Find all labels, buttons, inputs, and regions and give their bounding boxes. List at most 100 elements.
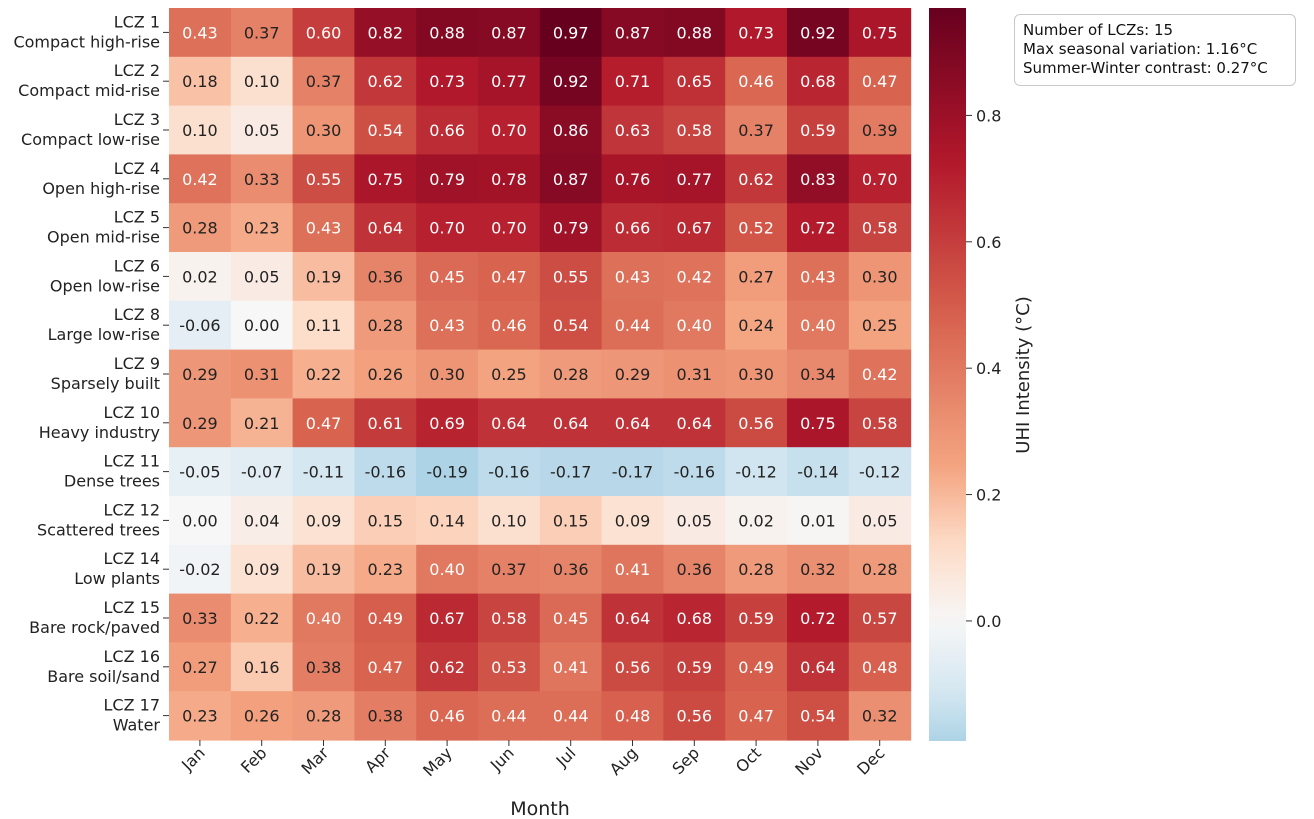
cell-value-label: -0.05 bbox=[179, 463, 220, 482]
heatmap-cell bbox=[725, 447, 788, 497]
heatmap-cell bbox=[539, 496, 603, 546]
heatmap-cell bbox=[292, 447, 355, 497]
cell-value-label: 0.56 bbox=[676, 707, 712, 726]
y-tick-label-zone: LCZ 8 bbox=[114, 305, 160, 324]
y-tick-label-name: Open high-rise bbox=[42, 179, 160, 198]
annotation-summer-winter-contrast: Summer-Winter contrast: 0.27°C bbox=[1023, 59, 1268, 77]
cell-value-label: 0.30 bbox=[306, 121, 342, 140]
cell-value-label: 0.79 bbox=[553, 219, 589, 238]
y-tick-label-zone: LCZ 1 bbox=[114, 12, 160, 31]
cell-value-label: 0.56 bbox=[738, 414, 774, 433]
heatmap-cell bbox=[230, 300, 294, 351]
heatmap-cell bbox=[478, 642, 541, 692]
heatmap-cell bbox=[539, 252, 603, 302]
heatmap-cell bbox=[848, 105, 912, 155]
heatmap-cell bbox=[478, 593, 541, 643]
cell-value-label: 0.28 bbox=[367, 316, 403, 335]
heatmap-cell bbox=[601, 642, 664, 692]
cell-value-label: 0.21 bbox=[244, 414, 280, 433]
cell-value-label: 0.23 bbox=[244, 219, 280, 238]
heatmap-cell bbox=[601, 203, 664, 253]
heatmap-cell bbox=[787, 105, 850, 155]
cell-value-label: 0.43 bbox=[182, 23, 218, 42]
cell-value-label: -0.19 bbox=[426, 463, 467, 482]
cell-value-label: 0.86 bbox=[553, 121, 589, 140]
heatmap-cell bbox=[663, 496, 726, 546]
cell-value-label: 0.33 bbox=[182, 609, 218, 628]
cell-value-label: 0.59 bbox=[738, 609, 774, 628]
heatmap-cell bbox=[478, 447, 541, 497]
heatmap-cell bbox=[787, 8, 850, 58]
cell-value-label: 0.46 bbox=[491, 316, 527, 335]
heatmap-cell bbox=[230, 544, 294, 595]
x-tick-label: May bbox=[419, 743, 456, 780]
cell-value-label: 0.56 bbox=[615, 658, 651, 677]
cell-value-label: 0.28 bbox=[862, 560, 898, 579]
cell-value-label: 0.22 bbox=[306, 365, 342, 384]
heatmap-cell bbox=[539, 447, 603, 497]
cell-value-label: 0.88 bbox=[429, 23, 465, 42]
heatmap-cell bbox=[601, 252, 664, 302]
cell-value-label: 0.02 bbox=[182, 267, 218, 286]
cell-value-label: 0.14 bbox=[429, 511, 465, 530]
cell-value-label: 0.78 bbox=[491, 170, 527, 189]
heatmap-cell bbox=[725, 300, 788, 351]
heatmap-cell bbox=[230, 56, 294, 107]
heatmap-cell bbox=[230, 398, 294, 448]
heatmap-cell bbox=[601, 8, 664, 58]
cell-value-label: 0.02 bbox=[738, 511, 774, 530]
cell-value-label: 0.39 bbox=[862, 121, 898, 140]
heatmap-cell bbox=[663, 252, 726, 302]
heatmap-cell bbox=[787, 691, 850, 741]
cell-value-label: -0.16 bbox=[488, 463, 529, 482]
cell-value-label: 0.64 bbox=[615, 414, 651, 433]
heatmap-cell bbox=[539, 56, 603, 107]
heatmap-cell bbox=[787, 593, 850, 643]
cell-value-label: 0.58 bbox=[862, 219, 898, 238]
heatmap-cell bbox=[230, 349, 294, 399]
cell-value-label: 0.69 bbox=[429, 414, 465, 433]
heatmap-cell bbox=[416, 496, 479, 546]
cell-value-label: 0.36 bbox=[367, 267, 403, 286]
heatmap-cell bbox=[478, 105, 541, 155]
heatmap-cell bbox=[230, 496, 294, 546]
y-tick-label-zone: LCZ 11 bbox=[104, 452, 161, 471]
cell-value-label: 0.29 bbox=[615, 365, 651, 384]
cell-value-label: 0.18 bbox=[182, 72, 218, 91]
heatmap-cell bbox=[848, 56, 912, 107]
y-tick-label-name: Heavy industry bbox=[39, 423, 160, 442]
cell-value-label: 0.52 bbox=[738, 219, 774, 238]
cell-value-label: 0.43 bbox=[306, 219, 342, 238]
cell-value-label: 0.26 bbox=[244, 707, 280, 726]
cell-value-label: 0.37 bbox=[306, 72, 342, 91]
heatmap-cell bbox=[848, 8, 912, 58]
heatmap-cell bbox=[230, 154, 294, 204]
cell-value-label: 0.54 bbox=[553, 316, 589, 335]
heatmap-cell bbox=[725, 349, 788, 399]
heatmap-cell bbox=[292, 691, 355, 741]
heatmap-cell bbox=[539, 642, 603, 692]
x-axis-label: Month bbox=[510, 798, 570, 819]
cell-value-label: 0.23 bbox=[367, 560, 403, 579]
heatmap-cell bbox=[230, 105, 294, 155]
heatmap-cell bbox=[663, 691, 726, 741]
cell-value-label: 0.82 bbox=[367, 23, 403, 42]
heatmap-cell bbox=[787, 154, 850, 204]
cell-value-label: 0.83 bbox=[800, 170, 836, 189]
heatmap-cell bbox=[478, 203, 541, 253]
heatmap-cell bbox=[848, 593, 912, 643]
heatmap-cell bbox=[725, 398, 788, 448]
cell-value-label: 0.66 bbox=[429, 121, 465, 140]
cell-value-label: 0.00 bbox=[182, 511, 218, 530]
heatmap-cell-labels: 0.43 0.37 0.60 0.82 0.88 0.87 0.97 0.87 0.88 0.73… bbox=[179, 23, 900, 725]
heatmap-cell bbox=[416, 544, 479, 595]
y-tick-label-zone: LCZ 15 bbox=[104, 598, 161, 617]
cell-value-label: 0.72 bbox=[800, 609, 836, 628]
cell-value-label: 0.33 bbox=[244, 170, 280, 189]
cell-value-label: 0.71 bbox=[615, 72, 651, 91]
summary-annotation-box: Number of LCZs: 15 Max seasonal variatio… bbox=[1014, 14, 1296, 86]
heatmap-cell bbox=[725, 56, 788, 107]
heatmap-cell bbox=[354, 349, 417, 399]
heatmap-cell bbox=[169, 642, 232, 692]
cell-value-label: 0.05 bbox=[862, 511, 898, 530]
